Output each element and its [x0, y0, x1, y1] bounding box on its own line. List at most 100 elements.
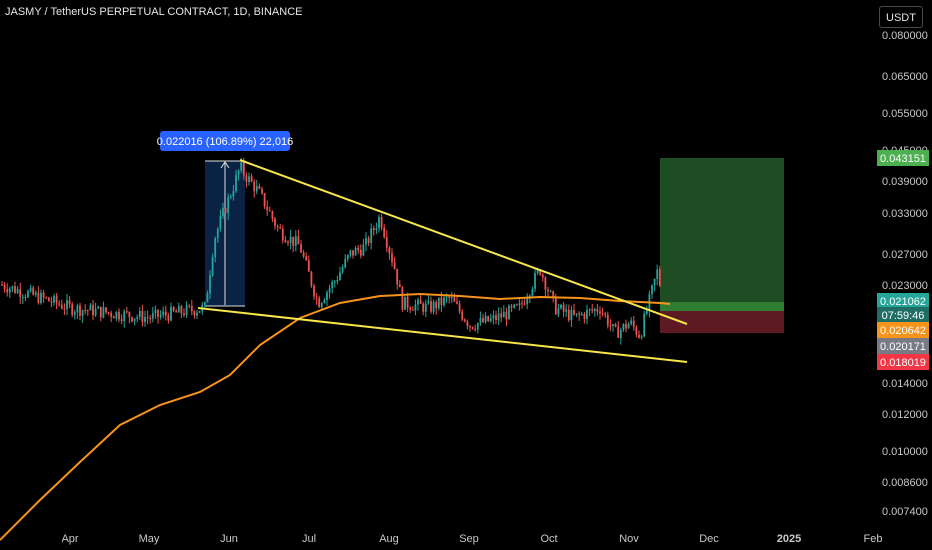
candle-body — [570, 310, 573, 321]
candle-body — [539, 269, 542, 275]
candle-body — [474, 328, 477, 330]
wedge-lower-trendline[interactable] — [197, 307, 688, 363]
candle-body — [409, 307, 412, 310]
candle-body — [141, 310, 144, 323]
candle-body — [53, 296, 55, 303]
entry-band — [660, 302, 784, 311]
candle-body — [263, 193, 266, 207]
candle-body — [198, 311, 201, 313]
candle-body — [333, 281, 336, 283]
candle-body — [349, 250, 352, 255]
price-axis-label: 0.039000 — [882, 176, 928, 188]
candle-body — [214, 238, 217, 257]
time-axis[interactable]: Apr May Jun Jul Aug Sep Oct Nov Dec 2025 Feb — [61, 533, 882, 545]
current-price-tag-bg — [877, 293, 929, 309]
price-axis-label: 0.012000 — [882, 409, 928, 421]
candle-body — [27, 291, 29, 297]
price-axis[interactable]: 0.0800000.0650000.0550000.0450000.039000… — [882, 30, 928, 518]
time-axis-label: Dec — [699, 533, 719, 545]
candle-body — [320, 303, 323, 308]
candle-body — [245, 175, 248, 182]
candle-body — [398, 284, 401, 288]
symbol-title[interactable]: JASMY / TetherUS PERPETUAL CONTRACT, 1D,… — [5, 6, 303, 18]
candle-body — [388, 247, 391, 254]
candle-body — [167, 315, 170, 321]
candle-body — [378, 216, 380, 229]
candle-body — [240, 162, 243, 171]
candle-body — [146, 317, 149, 319]
candle-body — [250, 176, 253, 182]
candle-body — [565, 309, 568, 312]
candle-body — [365, 238, 367, 245]
candle-body — [414, 304, 417, 311]
price-axis-label: 0.008600 — [882, 477, 928, 489]
candle-body — [21, 297, 24, 299]
time-axis-label: 2025 — [777, 533, 801, 545]
candle-body — [123, 311, 126, 322]
candle-body — [422, 303, 425, 312]
candle-body — [591, 309, 594, 311]
candle-body — [606, 314, 609, 326]
candle-body — [29, 287, 32, 292]
candle-body — [523, 304, 526, 306]
candle-body — [193, 311, 196, 316]
candle-body — [583, 313, 586, 319]
candle-body — [318, 298, 321, 308]
candle-body — [292, 236, 295, 246]
candle-body — [505, 311, 508, 320]
candle-body — [149, 318, 152, 319]
candle-body — [461, 311, 464, 320]
candle-body — [531, 288, 534, 296]
candle-body — [159, 314, 162, 317]
profit-zone[interactable] — [660, 158, 784, 302]
candle-body — [138, 310, 141, 317]
currency-unit-button[interactable]: USDT — [879, 6, 923, 28]
candle-body — [66, 300, 68, 309]
candle-body — [526, 298, 529, 305]
time-axis-label: Feb — [864, 533, 883, 545]
candle-body — [172, 307, 175, 311]
time-axis-label: Jul — [302, 533, 316, 545]
wedge-upper-trendline[interactable] — [239, 159, 688, 325]
candle-body — [396, 268, 399, 285]
time-axis-label: Sep — [459, 533, 479, 545]
candle-body — [281, 228, 284, 241]
candle-body — [482, 318, 484, 323]
candle-body — [102, 307, 105, 318]
candle-body — [11, 286, 14, 289]
candle-body — [50, 301, 53, 303]
candle-body — [479, 318, 482, 323]
candle-body — [120, 319, 123, 322]
candle-body — [300, 244, 302, 253]
moving-average-line[interactable] — [0, 292, 671, 541]
candle-body — [463, 319, 466, 322]
candle-body — [323, 300, 326, 303]
candle-body — [344, 258, 347, 268]
price-axis-label: 0.023000 — [882, 280, 928, 292]
moving-average-price-tag-bg — [877, 322, 929, 338]
candle-body — [352, 250, 354, 256]
candle-body — [271, 211, 274, 219]
loss-zone[interactable] — [660, 311, 784, 333]
candle-body — [609, 325, 612, 327]
candle-body — [380, 216, 383, 228]
entry-price-tag-bg — [877, 338, 929, 354]
candle-body — [287, 242, 289, 244]
candle-body — [216, 228, 219, 239]
candle-body — [133, 318, 136, 322]
candle-body — [549, 291, 552, 293]
candle-body — [375, 228, 378, 230]
candle-body — [255, 186, 258, 192]
candle-body — [630, 320, 633, 324]
candle-body — [552, 291, 555, 297]
candle-body — [359, 250, 362, 256]
candle-body — [406, 296, 409, 308]
candle-body — [276, 225, 279, 228]
candle-body — [58, 303, 61, 305]
candle-body — [92, 304, 94, 316]
candle-body — [279, 227, 282, 229]
stop-loss-price-tag: 0.018019 — [880, 357, 926, 369]
candle-body — [469, 326, 471, 327]
candle-body — [612, 324, 614, 326]
